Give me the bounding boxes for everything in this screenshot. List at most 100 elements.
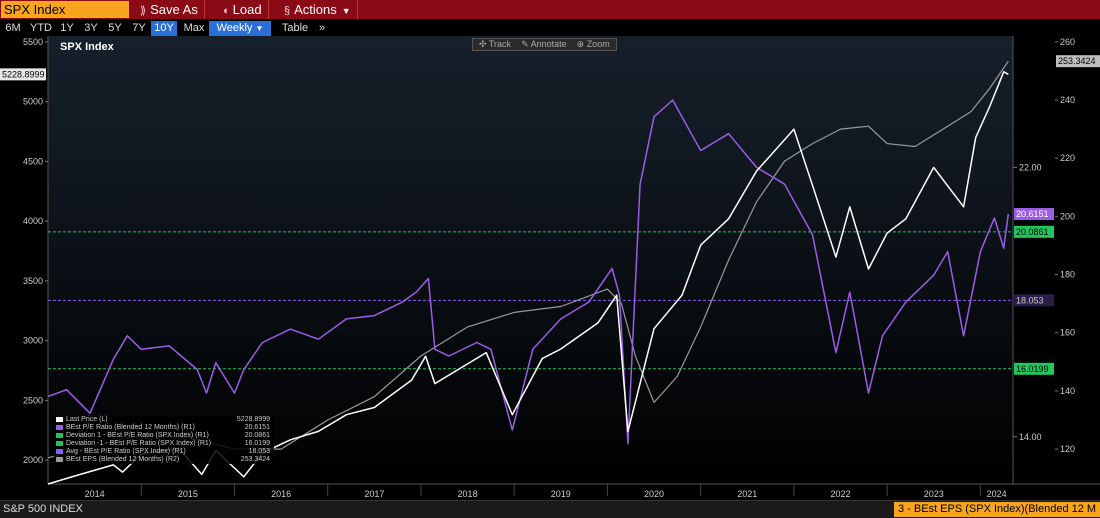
y-r1-tick-labels: 14.00 22.00	[1013, 162, 1042, 442]
legend-label: Avg - BEst P/E Ratio (SPX Index) (R1)	[66, 448, 186, 455]
legend: Last Price (L) 5228.8999 BEst P/E Ratio (…	[54, 416, 274, 464]
y-left-tick-label: 5000	[23, 97, 43, 107]
x-tick-label: 2018	[458, 489, 478, 499]
y-r2-tick-label: 160	[1060, 328, 1075, 338]
y-r2-tick-label: 200	[1060, 211, 1075, 221]
frequency-dropdown[interactable]: Weekly ▼	[209, 21, 271, 36]
y-r2-tick-label: 240	[1060, 95, 1075, 105]
pe-reference-lines	[48, 231, 1013, 370]
actions-icon: §	[284, 5, 291, 17]
y-r1-tick-label: 14.00	[1019, 432, 1042, 442]
x-tick-label: 2016	[271, 489, 291, 499]
load-label: Load	[232, 2, 262, 17]
y-r2-tick-label: 220	[1060, 153, 1075, 163]
range-1y[interactable]: 1Y	[60, 22, 74, 34]
price-tag-bg	[0, 68, 46, 81]
y-left-tick-label: 2000	[23, 455, 43, 465]
dev-plus-tag-bg	[1014, 225, 1054, 238]
plot-background	[48, 36, 1013, 484]
chevron-down-icon: ▼	[341, 6, 351, 16]
ticker-field[interactable]: SPX Index	[1, 1, 129, 18]
avg-tag: 18.053	[1016, 295, 1044, 305]
actions-button[interactable]: § Actions ▼	[278, 0, 358, 19]
legend-label: Last Price (L)	[66, 416, 108, 423]
legend-swatch	[56, 440, 63, 446]
eps-tag: 253.3424	[1058, 56, 1096, 66]
avg-tag-bg	[1014, 294, 1054, 307]
save-as-button[interactable]: ⟫ Save As	[134, 0, 205, 19]
load-icon: ◖	[222, 5, 229, 17]
more-button[interactable]: »	[318, 22, 326, 34]
table-button[interactable]: Table	[281, 22, 309, 34]
toolbar: SPX Index ⟫ Save As ◖ Load § Actions ▼	[0, 0, 1100, 19]
legend-item-eps: BEst EPS (Blended 12 Months) (R2) 253.342…	[54, 456, 274, 464]
y-r1-tick-label: 22.00	[1019, 162, 1042, 172]
y-left-tick-labels: 2000 2500 3000 3500 4000 4500 5000 5500	[23, 37, 48, 465]
range-7y[interactable]: 7Y	[132, 22, 146, 34]
range-6m[interactable]: 6M	[5, 22, 21, 34]
x-tick-label: 2020	[644, 489, 664, 499]
frequency-label: Weekly	[216, 22, 253, 34]
dev-minus-tag-bg	[1014, 362, 1054, 375]
legend-item-avg: Avg - BEst P/E Ratio (SPX Index) (R1) 18.…	[54, 448, 274, 456]
pe-tag-bg	[1014, 208, 1054, 221]
legend-swatch	[56, 416, 63, 422]
y-r2-tick-label: 120	[1060, 444, 1075, 454]
legend-item-deviation-minus: Deviation -1 - BEst P/E Ratio (SPX Index…	[54, 440, 274, 448]
annotate-tool[interactable]: ✎ Annotate	[521, 39, 567, 49]
value-tags: 5228.8999 20.6151 20.0861 18.053 16.0199 253.…	[0, 55, 1100, 375]
legend-swatch	[56, 448, 63, 454]
y-left-tick-label: 3000	[23, 336, 43, 346]
range-3y[interactable]: 3Y	[84, 22, 98, 34]
range-max[interactable]: Max	[183, 22, 205, 34]
chart-tools: ✣ Track ✎ Annotate ⊕ Zoom	[472, 38, 617, 51]
y-r2-tick-label: 140	[1060, 386, 1075, 396]
track-label: Track	[488, 39, 512, 49]
y-r2-tick-label: 260	[1060, 37, 1075, 47]
save-as-label: Save As	[150, 2, 198, 17]
legend-label: Deviation 1 - BEst P/E Ratio (SPX Index)…	[66, 432, 209, 439]
y-left-tick-label: 2500	[23, 395, 43, 405]
range-ytd[interactable]: YTD	[30, 22, 52, 34]
actions-label: Actions	[294, 2, 337, 17]
range-5y[interactable]: 5Y	[108, 22, 122, 34]
legend-swatch	[56, 456, 63, 462]
range-bar: 6M YTD 1Y 3Y 5Y 7Y 10Y Max Weekly ▼ Tabl…	[0, 21, 1100, 36]
y-r2-tick-labels: 120 140 160 180 200 220 240 260	[1055, 37, 1075, 454]
x-tick-label: 2024	[987, 489, 1007, 499]
save-icon: ⟫	[140, 5, 147, 17]
x-tick-label: 2017	[364, 489, 384, 499]
legend-swatch	[56, 432, 63, 438]
range-10y[interactable]: 10Y	[151, 21, 177, 36]
security-name: S&P 500 INDEX	[3, 503, 83, 515]
load-button[interactable]: ◖ Load	[216, 0, 269, 19]
track-tool[interactable]: ✣ Track	[479, 39, 512, 49]
legend-label: BEst EPS (Blended 12 Months) (R2)	[66, 456, 180, 463]
active-series-tab[interactable]: 3 - BEst EPS (SPX Index)(Blended 12 M	[894, 502, 1100, 517]
legend-swatch	[56, 424, 63, 430]
y-r2-tick-label: 180	[1060, 270, 1075, 280]
legend-value: 20.0861	[244, 432, 270, 439]
x-tick-label: 2023	[924, 489, 944, 499]
y-left-tick-label: 5500	[23, 37, 43, 47]
legend-value: 253.3424	[240, 456, 270, 463]
chart[interactable]: 2000 2500 3000 3500 4000 4500 5000 5500 14.00 22…	[0, 36, 1100, 500]
chevron-down-icon: ▼	[255, 24, 264, 33]
eps-tag-bg	[1056, 55, 1100, 68]
legend-label: Deviation -1 - BEst P/E Ratio (SPX Index…	[66, 440, 212, 447]
x-tick-label: 2015	[178, 489, 198, 499]
pe-tag: 20.6151	[1016, 209, 1049, 219]
series-line-pe	[47, 99, 1010, 445]
dev-plus-tag: 20.0861	[1016, 227, 1049, 237]
legend-item-pe: BEst P/E Ratio (Blended 12 Months) (R1) 2…	[54, 424, 274, 432]
y-left-tick-label: 4500	[23, 156, 43, 166]
x-tick-label: 2022	[830, 489, 850, 499]
legend-value: 18.053	[248, 448, 270, 455]
legend-item-last-price: Last Price (L) 5228.8999	[54, 416, 274, 424]
x-tick-label: 2019	[551, 489, 571, 499]
zoom-tool[interactable]: ⊕ Zoom	[576, 39, 610, 49]
chart-title: SPX Index	[60, 41, 114, 53]
zoom-label: Zoom	[586, 39, 610, 49]
y-left-tick-label: 4000	[23, 216, 43, 226]
legend-value: 16.0199	[244, 440, 270, 447]
